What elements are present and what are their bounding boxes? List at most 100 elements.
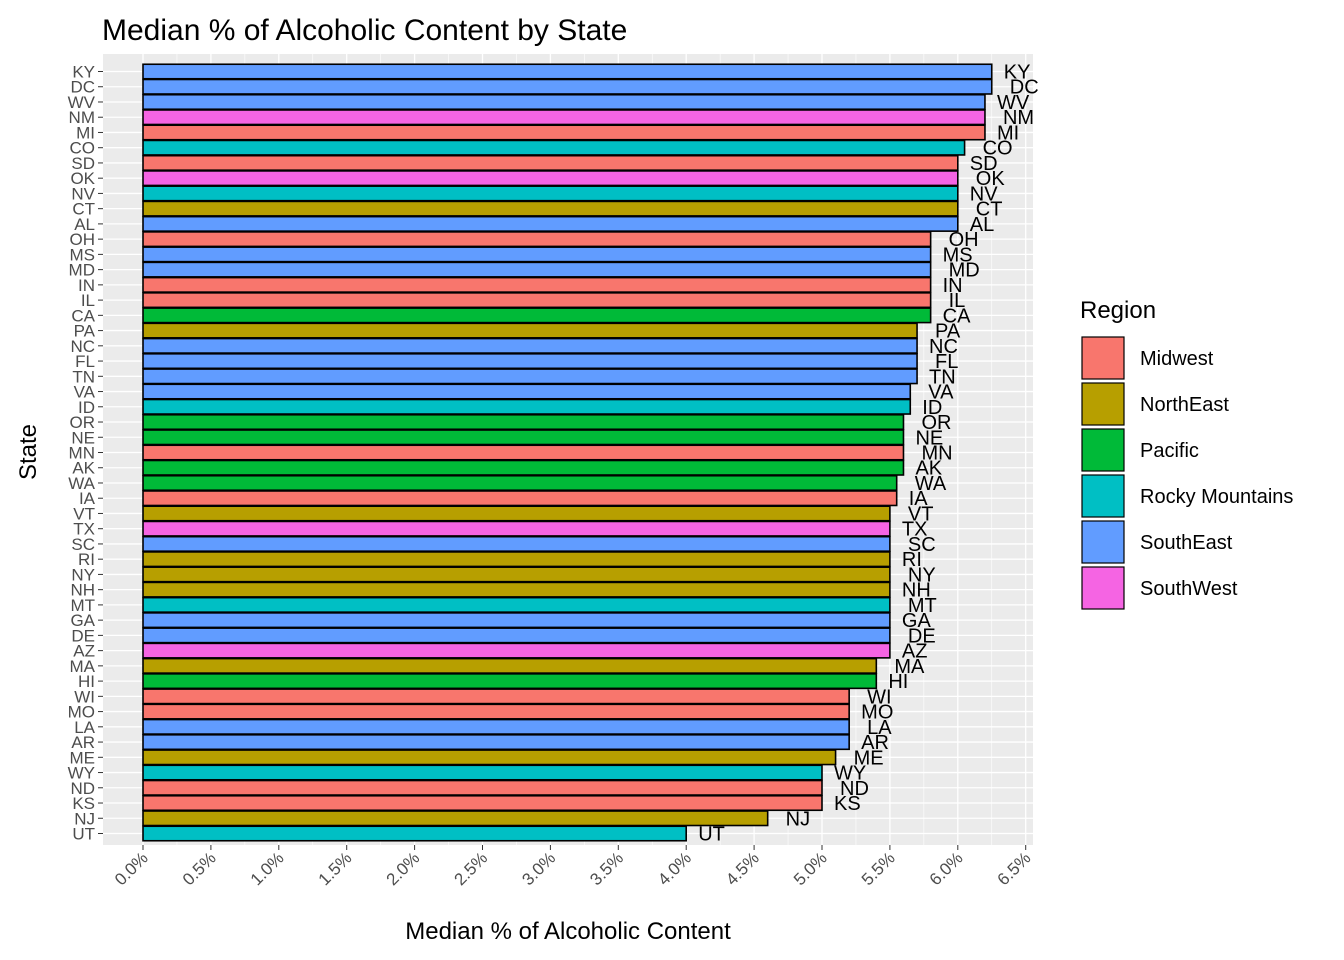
y-tick-label: WI [74,687,95,706]
bar-labels: KYDCWVNMMICOSDOKNVCTALOHMSMDINILCAPANCFL… [698,62,1038,846]
bar-label: VA [928,382,954,404]
y-tick-label: NV [71,184,95,203]
y-tick-label: OR [70,413,96,432]
bar-nv [142,185,959,202]
bar-label: AR [861,732,889,754]
bar-label: VT [908,503,934,525]
bar-label: DE [908,625,936,647]
y-tick-label: CA [71,306,95,325]
bar-label: TX [902,519,928,541]
y-tick-label: UT [72,825,95,844]
bar-label: SC [908,534,936,556]
bar-label: AZ [902,641,928,663]
bar-label: NV [970,183,998,205]
bar-va [142,383,912,400]
y-tick-label: NH [70,581,95,600]
bar-ma [142,657,878,674]
legend-key [1081,520,1125,564]
y-tick-label: ID [78,398,95,417]
y-tick-label: MN [69,444,95,463]
x-tick-label: 0.0% [111,848,152,889]
bar-mi [142,124,986,141]
y-tick-label: CT [72,200,95,219]
y-tick-label: VT [73,504,95,523]
bar-label: MT [908,595,937,617]
bar-label: IL [949,290,966,312]
bar-label: OH [949,229,979,251]
y-tick-label: LA [74,718,95,737]
bars [142,63,993,842]
bar-label: LA [867,717,892,739]
bar-ms [142,246,932,263]
legend-key [1081,474,1125,518]
bar-vt [142,505,891,522]
bar-id [142,398,912,415]
x-tick-label: 2.0% [383,848,424,889]
y-tick-label: WY [68,764,95,783]
bar-label: RI [902,549,922,571]
y-tick-label: MD [69,261,95,280]
y-tick-label: TX [73,520,95,539]
bar-pa [142,322,918,339]
bar-ri [142,551,891,568]
bar-ut [142,825,688,842]
y-tick-label: MS [70,245,96,264]
bar-label: AL [970,214,994,236]
y-tick-label: NY [71,565,95,584]
bar-co [142,139,966,156]
bar-label: CT [976,199,1003,221]
bar-md [142,261,932,278]
bar-mn [142,444,905,461]
bar-label: FL [935,351,958,373]
y-tick-label: WV [68,93,96,112]
bar-label: NM [1003,107,1034,129]
x-tick-label: 3.0% [518,848,559,889]
bar-de [142,627,891,644]
y-tick-label: FL [75,352,95,371]
bar-label: NC [929,336,958,358]
x-tick-label: 5.0% [790,848,831,889]
bar-ok [142,170,959,187]
x-tick-label: 3.5% [586,848,627,889]
bar-label: MS [943,244,973,266]
x-tick-label: 1.5% [315,848,356,889]
bar-label: AK [915,458,942,480]
y-tick-label: ME [70,748,96,767]
bar-label: MD [949,260,980,282]
x-tick-label: 6.0% [926,848,967,889]
x-tick-label: 4.5% [722,848,763,889]
bar-al [142,215,959,232]
legend-label: Midwest [1140,348,1214,370]
y-tick-label: MI [76,123,95,142]
bar-sc [142,535,891,552]
legend-key [1081,336,1125,380]
y-tick-label: OH [70,230,96,249]
x-tick-label: 6.5% [994,848,1035,889]
bar-label: CO [983,138,1013,160]
bar-ga [142,612,891,629]
bar-hi [142,673,878,690]
bar-nj [142,810,769,827]
bar-la [142,718,850,735]
y-tick-label: SD [71,154,95,173]
bar-ky [142,63,993,80]
bar-ne [142,429,905,446]
y-tick-label: AL [74,215,95,234]
bar-label: DC [1010,77,1039,99]
bar-label: NH [902,580,931,602]
bar-label: IA [909,488,929,510]
bar-label: WI [867,686,891,708]
legend-label: Rocky Mountains [1140,486,1293,508]
x-tick-label: 2.5% [450,848,491,889]
legend-label: SouthWest [1140,578,1238,600]
bar-label: GA [902,610,932,632]
legend-label: SouthEast [1140,532,1233,554]
y-tick-label: MA [70,657,96,676]
y-tick-label: KY [72,63,95,82]
y-tick-label: GA [70,611,95,630]
y-tick-label: HI [78,672,95,691]
y-tick-label: KS [72,794,95,813]
y-tick-label: MO [68,703,95,722]
y-axis-title: State [15,424,42,480]
